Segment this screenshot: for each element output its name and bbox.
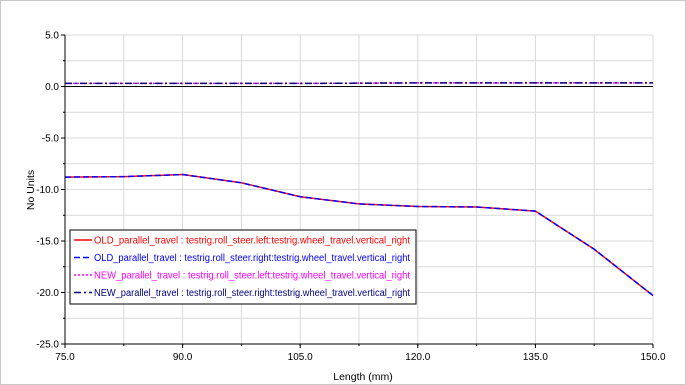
y-tick-label: -25.0 — [36, 340, 59, 351]
y-tick-label: 0.0 — [45, 82, 59, 93]
y-tick-label: -5.0 — [42, 134, 60, 145]
x-tick-label: 135.0 — [523, 352, 548, 363]
legend: OLD_parallel_travel : testrig.roll_steer… — [69, 229, 417, 305]
y-axis-title: No Units — [25, 170, 37, 210]
series-layer — [64, 82, 654, 297]
legend-label-1: OLD_parallel_travel : testrig.roll_steer… — [94, 236, 410, 247]
series-line-2 — [64, 173, 654, 297]
legend-box — [69, 229, 417, 305]
legend-label-3: NEW_parallel_travel : testrig.roll_steer… — [94, 271, 410, 282]
x-tick-label: 90.0 — [173, 352, 193, 363]
x-tick-label: 75.0 — [55, 352, 75, 363]
series-line-3 — [65, 82, 653, 85]
y-tick-label: 5.0 — [45, 31, 59, 42]
x-tick-labels: 75.0 90.0 105.0 120.0 135.0 150.0 — [55, 344, 666, 363]
x-tick-label: 105.0 — [288, 352, 313, 363]
y-tick-labels: 5.0 0.0 -5.0 -10.0 -15.0 -20.0 -25.0 — [36, 31, 65, 351]
y-tick-label: -15.0 — [36, 237, 59, 248]
x-tick-label: 120.0 — [405, 352, 430, 363]
y-tick-label: -10.0 — [36, 185, 59, 196]
series-line-4 — [65, 82, 653, 85]
x-tick-label: 150.0 — [640, 352, 665, 363]
legend-label-2: OLD_parallel_travel : testrig.roll_steer… — [94, 253, 410, 264]
y-tick-label: -20.0 — [36, 288, 59, 299]
legend-label-4: NEW_parallel_travel : testrig.roll_steer… — [94, 288, 410, 299]
x-axis-title: Length (mm) — [333, 371, 393, 383]
